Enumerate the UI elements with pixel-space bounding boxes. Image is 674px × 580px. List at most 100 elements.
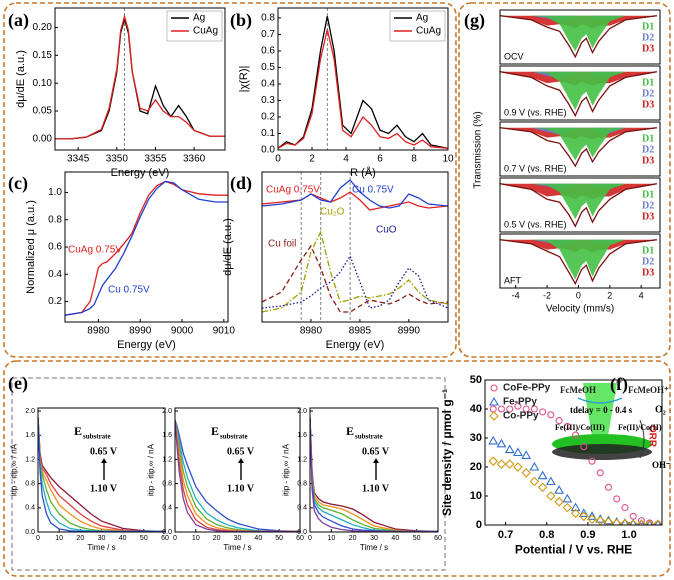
legend-label: CuAg: [193, 26, 218, 37]
point: [613, 495, 621, 503]
subplot-label: 0.7 V (vs. RHE): [504, 163, 567, 173]
y-axis-label: Normalized μ (a.u.): [25, 200, 37, 294]
line: [500, 15, 657, 59]
y-tick-label: 0.05: [33, 106, 53, 117]
point: [611, 518, 622, 525]
y-tick-label: 0.6: [261, 46, 275, 57]
subplot-label: 0.9 V (vs. RHE): [504, 107, 567, 117]
legend-box: [166, 10, 223, 42]
line: [500, 71, 658, 118]
annotation: substrate: [355, 433, 383, 441]
series-label: Cu 0.75V: [352, 185, 394, 196]
y-tick-label: 0.5: [261, 62, 275, 73]
panel-frame: [11, 377, 446, 571]
plot-frame: [54, 7, 226, 151]
x-tick-label: 50: [275, 535, 283, 542]
x-tick-label: 40: [254, 535, 262, 542]
point: [522, 405, 530, 413]
arrow-head: [101, 458, 107, 463]
annotation: 0.65 V: [227, 446, 255, 457]
series-label: Cu 0.75V: [108, 285, 150, 296]
point: [547, 411, 555, 419]
point: [570, 502, 581, 512]
plot-frame: [499, 177, 661, 233]
plot-frame: [277, 7, 449, 151]
panel-label: (g): [464, 10, 485, 31]
plot-area: [500, 71, 658, 118]
y-tick-label: 0.4: [297, 505, 307, 512]
legend-label: Fe-PPy: [503, 397, 537, 408]
x-tick-label: 60: [296, 535, 304, 542]
annotation: Fe(III)/Co(III): [555, 423, 605, 432]
subplot-label: OCV: [504, 51, 524, 61]
point: [546, 491, 556, 501]
plot-area: [175, 419, 300, 532]
y-tick-label: 0.0: [261, 145, 275, 156]
annotation: O₂: [655, 404, 666, 415]
line: [262, 244, 448, 313]
line: [55, 13, 225, 140]
x-axis-label: Time / s: [223, 543, 251, 552]
y-axis-label: Site density / μmol g⁻¹: [440, 389, 454, 516]
y-tick-label: 0.0: [162, 529, 172, 536]
y-tick-label: 20: [470, 461, 482, 473]
x-tick-label: 0.7: [498, 529, 513, 541]
y-tick-label: 1.0: [48, 187, 62, 198]
arrow-head: [238, 458, 244, 463]
y-axis-label: dμ/dE (a.u.): [222, 218, 234, 276]
point: [644, 519, 655, 525]
line: [262, 179, 448, 209]
plot-frame: [499, 9, 661, 65]
point: [506, 405, 514, 413]
x-tick-label: 9000: [171, 326, 194, 337]
x-tick-label: 2: [607, 290, 612, 300]
point: [537, 470, 548, 480]
x-tick-label: 0: [576, 290, 581, 300]
x-tick-label: 10: [327, 535, 335, 542]
point: [562, 493, 573, 503]
area: [500, 183, 657, 220]
y-tick-label: 0.3: [261, 95, 275, 106]
annotation: 0.65 V: [90, 446, 118, 457]
y-tick-label: 0.8: [162, 480, 172, 487]
y-tick-label: 0.4: [48, 269, 62, 280]
x-tick-label: 30: [98, 535, 106, 542]
y-tick-label: 0.8: [25, 480, 35, 487]
point: [530, 405, 538, 413]
y-tick-label: 0.20: [33, 22, 53, 33]
x-tick-label: 2: [309, 154, 315, 165]
x-tick-label: 40: [119, 535, 127, 542]
series-label: Cu foil: [268, 239, 296, 250]
legend-label: D3: [642, 211, 654, 222]
legend-label: D3: [642, 267, 654, 278]
legend-label: D1: [642, 133, 654, 144]
point: [554, 497, 564, 507]
y-tick-label: 0.0: [297, 529, 307, 536]
x-tick-label: 0.9: [580, 529, 595, 541]
annotation: tdelay = 0 - 0.4 s: [570, 405, 633, 415]
legend-label: D2: [642, 144, 654, 155]
x-tick-label: 8980: [300, 326, 323, 337]
plot-frame: [309, 407, 439, 533]
inset-diagram: [552, 383, 652, 460]
chart: 3345 3350 3355 3360 0.00 0.05 0.10 0.15 0.20 Ener…: [8, 7, 226, 179]
x-axis-label: Velocity (mm/s): [546, 303, 614, 314]
point: [580, 443, 588, 451]
y-tick-label: 1.6: [162, 432, 172, 439]
y-axis-label: Transmission (%): [473, 111, 484, 188]
x-tick-label: 3345: [67, 154, 90, 165]
x-tick-label: 10: [192, 535, 200, 542]
arrow-head: [373, 458, 379, 463]
y-tick-label: 2.0: [297, 408, 307, 415]
area: [500, 239, 657, 280]
series-label: Cu₂O: [320, 207, 345, 218]
x-tick-label: 8990: [129, 326, 152, 337]
y-axis-label: |χ(R)|: [238, 66, 250, 93]
plot-area: [500, 15, 657, 59]
x-tick-label: 40: [391, 535, 399, 542]
point: [637, 517, 645, 525]
point: [621, 504, 629, 512]
